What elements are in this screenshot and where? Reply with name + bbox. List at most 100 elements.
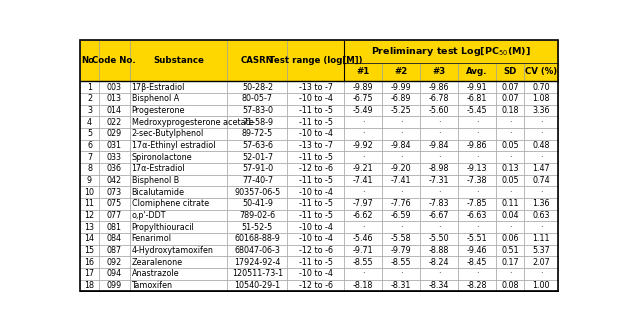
Bar (80, 198, 99, 210)
Bar (227, 81, 288, 93)
Bar (227, 40, 288, 81)
Text: No.: No. (81, 56, 97, 65)
Bar (288, 245, 344, 256)
Bar (383, 128, 420, 140)
Text: 16: 16 (84, 258, 94, 267)
Bar (288, 116, 344, 128)
Bar (288, 140, 344, 152)
Bar (99, 221, 130, 233)
Text: ·: · (362, 188, 365, 197)
Text: 60168-88-9: 60168-88-9 (235, 235, 280, 243)
Bar (458, 116, 496, 128)
Bar (344, 128, 383, 140)
Bar (227, 256, 288, 268)
Text: Code No.: Code No. (93, 56, 136, 65)
Text: -9.84: -9.84 (429, 141, 450, 150)
Bar (524, 140, 558, 152)
Bar (458, 198, 496, 210)
Bar (420, 268, 458, 280)
Text: -5.45: -5.45 (467, 106, 487, 115)
Bar (524, 186, 558, 198)
Bar (99, 152, 130, 163)
Text: #2: #2 (394, 68, 408, 76)
Bar (99, 268, 130, 280)
Bar (458, 221, 496, 233)
Text: ·: · (509, 269, 511, 278)
Text: Progesterone: Progesterone (132, 106, 185, 115)
Text: -9.13: -9.13 (467, 164, 487, 174)
Bar (420, 280, 458, 291)
Bar (344, 245, 383, 256)
Text: -8.88: -8.88 (429, 246, 450, 255)
Bar (288, 40, 344, 81)
Bar (458, 63, 496, 81)
Bar (496, 128, 524, 140)
Text: 57-91-0: 57-91-0 (242, 164, 273, 174)
Text: -8.98: -8.98 (429, 164, 450, 174)
Text: -12 to -6: -12 to -6 (299, 164, 333, 174)
Bar (383, 63, 420, 81)
Text: -6.59: -6.59 (391, 211, 412, 220)
Bar (80, 245, 99, 256)
Text: 71-58-9: 71-58-9 (242, 118, 273, 127)
Text: 022: 022 (107, 118, 122, 127)
Bar (344, 175, 383, 186)
Bar (458, 163, 496, 175)
Text: ·: · (476, 153, 478, 162)
Bar (288, 210, 344, 221)
Text: 120511-73-1: 120511-73-1 (232, 269, 283, 278)
Text: 1.11: 1.11 (533, 235, 550, 243)
Bar (383, 116, 420, 128)
Text: 003: 003 (107, 83, 122, 92)
Text: -11 to -5: -11 to -5 (299, 176, 333, 185)
Bar (496, 256, 524, 268)
Text: ·: · (362, 129, 365, 138)
Text: Zearalenone: Zearalenone (132, 258, 183, 267)
Bar (99, 163, 130, 175)
Bar (420, 105, 458, 116)
Bar (288, 93, 344, 105)
Bar (344, 280, 383, 291)
Bar (288, 81, 344, 93)
Bar (496, 233, 524, 245)
Text: -5.49: -5.49 (353, 106, 374, 115)
Bar (458, 245, 496, 256)
Text: o,p'-DDT: o,p'-DDT (132, 211, 166, 220)
Text: 13: 13 (84, 223, 94, 232)
Text: 099: 099 (107, 281, 122, 290)
Text: 0.51: 0.51 (501, 246, 519, 255)
Text: 2: 2 (87, 94, 92, 103)
Text: -11 to -5: -11 to -5 (299, 153, 333, 162)
Text: ·: · (540, 269, 543, 278)
Text: ·: · (438, 118, 440, 127)
Text: -10 to -4: -10 to -4 (299, 129, 333, 138)
Text: -11 to -5: -11 to -5 (299, 106, 333, 115)
Text: 5: 5 (87, 129, 92, 138)
Bar (383, 210, 420, 221)
Bar (383, 175, 420, 186)
Text: 0.74: 0.74 (532, 176, 550, 185)
Bar (288, 233, 344, 245)
Text: 90357-06-5: 90357-06-5 (234, 188, 281, 197)
Text: -9.92: -9.92 (353, 141, 374, 150)
Text: -11 to -5: -11 to -5 (299, 258, 333, 267)
Text: -10 to -4: -10 to -4 (299, 235, 333, 243)
Text: -8.55: -8.55 (353, 258, 374, 267)
Bar (99, 186, 130, 198)
Bar (227, 268, 288, 280)
Bar (344, 81, 383, 93)
Text: -9.91: -9.91 (467, 83, 487, 92)
Text: ·: · (438, 188, 440, 197)
Text: 14: 14 (84, 235, 94, 243)
Bar (344, 256, 383, 268)
Bar (99, 93, 130, 105)
Text: 0.07: 0.07 (501, 94, 519, 103)
Bar (99, 140, 130, 152)
Bar (496, 140, 524, 152)
Text: 4-Hydroxytamoxifen: 4-Hydroxytamoxifen (132, 246, 214, 255)
Bar (496, 186, 524, 198)
Text: ·: · (362, 153, 365, 162)
Text: -7.76: -7.76 (391, 199, 412, 208)
Bar (80, 105, 99, 116)
Bar (130, 140, 227, 152)
